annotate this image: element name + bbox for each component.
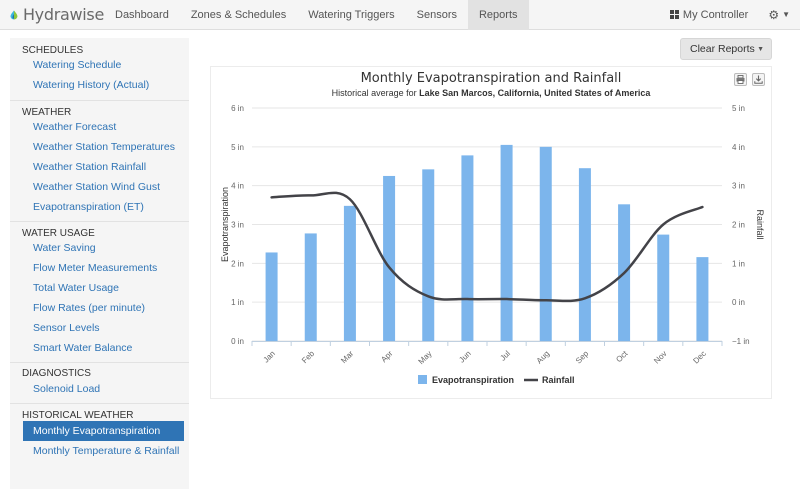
print-icon [736,75,745,84]
sidebar-item-station-rainfall[interactable]: Weather Station Rainfall [33,161,147,173]
nav-watering-triggers[interactable]: Watering Triggers [308,8,395,21]
sidebar-divider [10,362,189,363]
print-chart-button[interactable] [734,73,747,86]
sidebar-item-monthly-temperature-rainfall[interactable]: Monthly Temperature & Rainfall [33,445,180,457]
sidebar-item-solenoid-load[interactable]: Solenoid Load [33,383,101,395]
hydrawise-logo-icon [10,10,18,19]
download-chart-button[interactable] [752,73,765,86]
chevron-down-icon: ▼ [757,45,764,53]
sidebar: SCHEDULES Watering Schedule Watering His… [10,38,189,489]
chart-subtitle-prefix: Historical average for [331,88,420,98]
brand[interactable]: Hydrawise [0,0,104,30]
grid-icon [669,10,679,19]
sidebar-item-weather-forecast[interactable]: Weather Forecast [33,121,117,133]
sidebar-item-watering-history[interactable]: Watering History (Actual) [33,79,150,91]
clear-reports-button[interactable]: Clear Reports ▼ [680,38,772,60]
sidebar-divider [10,100,189,101]
nav-zones-schedules[interactable]: Zones & Schedules [190,8,287,21]
sidebar-item-watering-schedule[interactable]: Watering Schedule [33,59,122,71]
sidebar-divider [10,403,189,404]
sidebar-item-monthly-evapotranspiration[interactable]: Monthly Evapotranspiration [23,421,184,441]
sidebar-item-total-water-usage[interactable]: Total Water Usage [33,282,119,294]
nav-reports[interactable]: Reports [467,0,529,30]
gear-icon: ⚙ [768,7,780,22]
sidebar-item-evapotranspiration[interactable]: Evapotranspiration (ET) [33,201,144,213]
chevron-down-icon: ▼ [782,10,790,19]
nav-sensors[interactable]: Sensors [416,8,457,21]
my-controller-label: My Controller [682,8,749,21]
download-icon [754,75,763,84]
nav-dashboard[interactable]: Dashboard [115,8,169,21]
sidebar-divider [10,221,189,222]
sidebar-section-schedules: SCHEDULES [22,45,84,56]
sidebar-section-historical-weather: HISTORICAL WEATHER [22,410,134,421]
sidebar-item-flow-meter[interactable]: Flow Meter Measurements [33,262,158,274]
chart-panel [210,66,772,399]
sidebar-item-sensor-levels[interactable]: Sensor Levels [33,322,100,334]
sidebar-section-weather: WEATHER [22,107,72,118]
brand-name: Hydrawise [22,5,104,24]
sidebar-item-water-saving[interactable]: Water Saving [33,242,96,254]
top-nav: Hydrawise Dashboard Zones & Schedules Wa… [0,0,800,30]
sidebar-section-water-usage: WATER USAGE [22,228,95,239]
my-controller-menu[interactable]: My Controller [658,0,760,30]
clear-reports-label: Clear Reports [690,43,755,55]
sidebar-item-smart-water-balance[interactable]: Smart Water Balance [33,342,133,354]
settings-menu[interactable]: ⚙ ▼ [760,0,800,30]
sidebar-item-flow-rates[interactable]: Flow Rates (per minute) [33,302,146,314]
chart-title: Monthly Evapotranspiration and Rainfall [360,71,622,86]
chart-subtitle: Historical average for Lake San Marcos, … [210,88,772,98]
sidebar-item-station-temperatures[interactable]: Weather Station Temperatures [33,141,176,153]
sidebar-section-diagnostics: DIAGNOSTICS [22,368,91,379]
sidebar-item-station-wind-gust[interactable]: Weather Station Wind Gust [33,181,161,193]
chart-subtitle-location: Lake San Marcos, California, United Stat… [419,88,651,98]
